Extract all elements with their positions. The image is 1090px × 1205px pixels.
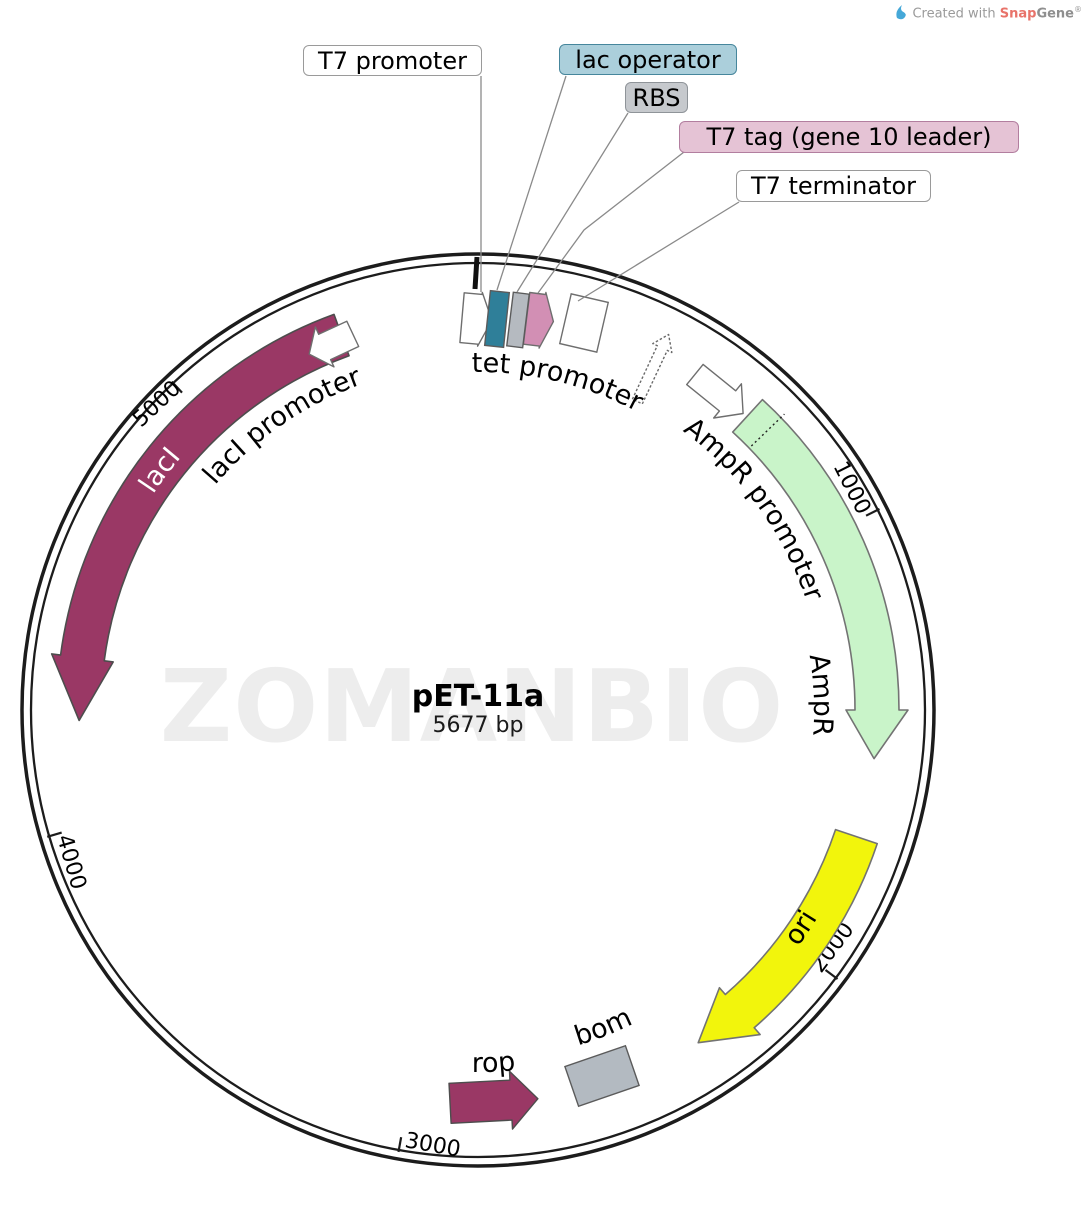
leader-rbs (516, 112, 629, 293)
plasmid-size: 5677 bp (432, 713, 524, 738)
backbone-outer-ring (20, 252, 936, 1168)
callout-t7-terminator: T7 terminator (736, 170, 931, 202)
registered-mark: ® (1074, 5, 1082, 14)
leader-t7-terminator (577, 201, 740, 302)
leader-lac-operator (496, 75, 567, 291)
label-tet-promoter: tet promoter (472, 348, 649, 418)
callout-t7-tag: T7 tag (gene 10 leader) (679, 121, 1019, 153)
feature-lac-operator (483, 289, 511, 349)
tick-2000 (824, 969, 839, 980)
tick-3000 (397, 1136, 403, 1153)
tick-4000 (46, 831, 62, 838)
snapgene-credit: Created with SnapGene® (894, 5, 1082, 21)
tick-label-3000: 3000 (403, 1128, 462, 1162)
tick-1000 (865, 507, 880, 517)
callout-lac-operator: lac operator (559, 44, 737, 75)
label-rop: rop (472, 1046, 517, 1079)
leader-t7-tag (537, 151, 685, 294)
origin-tick (472, 256, 480, 290)
brand-snap: Snap (999, 6, 1037, 22)
plasmid-name: pET-11a (411, 679, 545, 714)
label-bom: bom (571, 1002, 637, 1052)
watermark: ZOMANBIO (159, 648, 785, 765)
tick-5000 (170, 380, 183, 394)
feature-ampr-promoter (686, 363, 744, 419)
feature-laci-promoter (308, 320, 360, 368)
feature-laci (50, 313, 350, 722)
feature-bom (564, 1044, 640, 1108)
feature-rbs (505, 291, 531, 349)
plasmid-title-block: pET-11a 5677 bp (0, 681, 1023, 739)
callout-t7-promoter: T7 promoter (303, 45, 482, 76)
label-ampr: AmpR (803, 652, 838, 737)
feature-t7-promoter (459, 291, 493, 347)
credit-text: Created with SnapGene® (912, 5, 1082, 22)
feature-tet-promoter (631, 333, 673, 405)
callout-rbs: RBS (625, 82, 688, 113)
feature-t7-terminator (558, 293, 610, 353)
feature-t7-tag (522, 291, 555, 349)
feature-ampr (731, 398, 909, 760)
feature-rop (448, 1070, 539, 1130)
snapgene-flame-icon (896, 5, 907, 20)
brand-gene: Gene (1036, 6, 1074, 22)
feature-ori (697, 828, 879, 1044)
